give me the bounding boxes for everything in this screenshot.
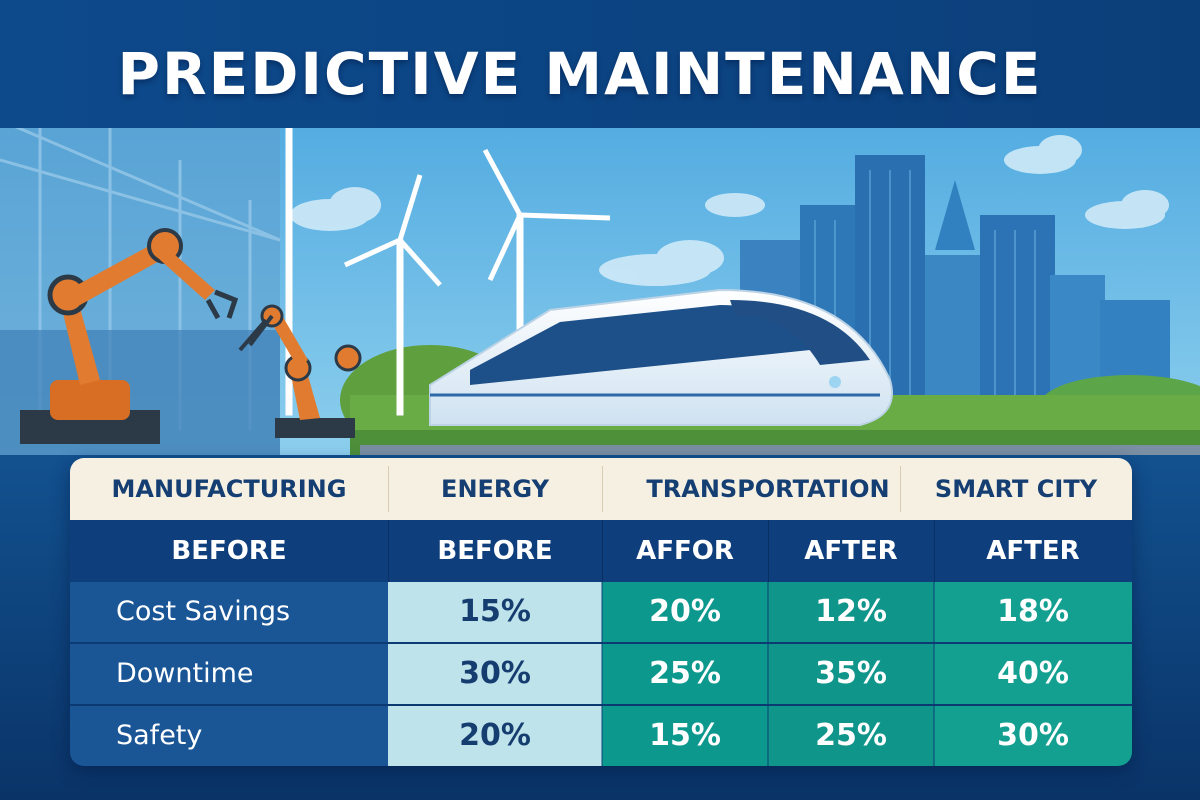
- divider: [900, 466, 901, 512]
- row-label: Cost Savings: [116, 596, 291, 627]
- subheader-cell: AFTER: [986, 536, 1080, 566]
- category-manufacturing: MANUFACTURING: [111, 475, 347, 503]
- wind-turbine-icon: [285, 124, 611, 416]
- value-cell: 20%: [388, 706, 602, 766]
- subheader-cell: AFTER: [804, 536, 898, 566]
- value-cell: 18%: [934, 582, 1132, 642]
- category-smart-city: SMART CITY: [934, 475, 1098, 503]
- table-row: Safety 20% 15% 25% 30%: [70, 706, 1132, 766]
- value-cell: 12%: [768, 582, 934, 642]
- divider: [388, 520, 389, 582]
- column-divider: [601, 582, 603, 766]
- value-cell: 15%: [602, 706, 768, 766]
- table-row: Downtime 30% 25% 35% 40%: [70, 644, 1132, 704]
- value-cell: 15%: [388, 582, 602, 642]
- table-row: Cost Savings 15% 20% 12% 18%: [70, 582, 1132, 642]
- row-label: Downtime: [116, 658, 254, 689]
- value-cell: 35%: [768, 644, 934, 704]
- category-energy: ENERGY: [441, 475, 549, 503]
- comparison-table: MANUFACTURING ENERGY TRANSPORTATION SMAR…: [70, 458, 1132, 766]
- category-header-row: MANUFACTURING ENERGY TRANSPORTATION SMAR…: [70, 458, 1132, 520]
- row-label-cell: [70, 582, 388, 642]
- row-divider: [70, 642, 1132, 644]
- column-divider: [933, 582, 935, 766]
- divider: [602, 466, 603, 512]
- robot-arm-icon: [20, 228, 362, 444]
- column-divider: [767, 582, 769, 766]
- value-cell: 30%: [934, 706, 1132, 766]
- value-cell: 30%: [388, 644, 602, 704]
- subheader-row: BEFORE BEFORE AFFOR AFTER AFTER: [70, 520, 1132, 582]
- value-cell: 25%: [768, 706, 934, 766]
- row-label-cell: [70, 644, 388, 704]
- subheader-cell: BEFORE: [437, 536, 553, 566]
- page-title: PREDICTIVE MAINTENANCE: [117, 40, 1043, 108]
- row-divider: [70, 704, 1132, 706]
- value-cell: 25%: [602, 644, 768, 704]
- row-label-cell: [70, 706, 388, 766]
- subheader-cell: BEFORE: [171, 536, 287, 566]
- value-cell: 40%: [934, 644, 1132, 704]
- row-label: Safety: [116, 720, 203, 751]
- value-cell: 20%: [602, 582, 768, 642]
- subheader-cell: AFFOR: [636, 536, 734, 566]
- divider: [768, 520, 769, 582]
- divider: [602, 520, 603, 582]
- bullet-train-icon: [360, 288, 1200, 455]
- divider: [388, 466, 389, 512]
- category-transportation: TRANSPORTATION: [646, 475, 890, 503]
- divider: [934, 520, 935, 582]
